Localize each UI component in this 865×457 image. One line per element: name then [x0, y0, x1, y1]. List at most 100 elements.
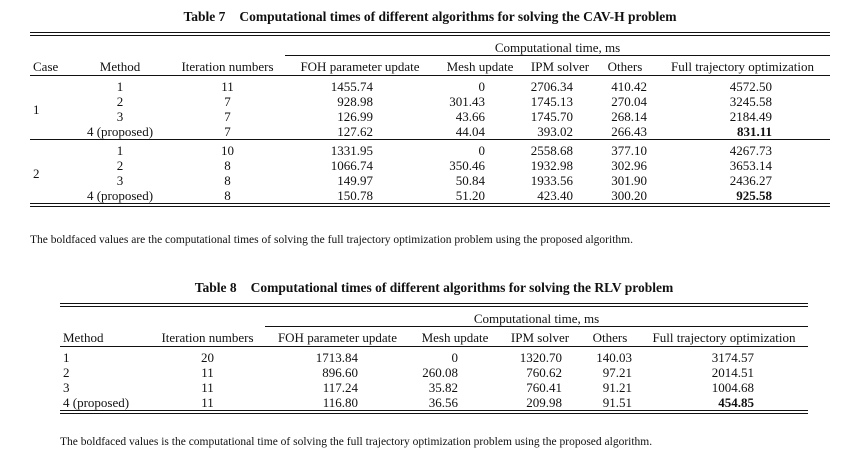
table-cell: 1: [116, 79, 124, 94]
table-cell: 11: [201, 365, 214, 380]
table-cell: 1745.13: [530, 94, 573, 109]
table-cell: 1: [70, 139, 170, 158]
table-cell: 377.10: [595, 139, 655, 158]
group-header: Computational time, ms: [265, 305, 809, 327]
table-8-number: Table 8: [194, 280, 237, 295]
table-cell: 4 (proposed): [86, 188, 154, 203]
table-cell: 2: [116, 158, 124, 173]
table-row: 3 11 117.24 35.82 760.41 91.21 1004.68: [60, 380, 808, 395]
table-cell: 393.02: [537, 124, 573, 139]
table-cell: 8: [224, 173, 231, 188]
table-cell: 4 (proposed): [86, 124, 154, 139]
table-row: 1 20 1713.84 0 1320.70 140.03 3174.57: [60, 347, 808, 366]
table-cell: 20: [201, 350, 214, 365]
table-7-number: Table 7: [183, 9, 226, 24]
column-header: Full trajectory optimization: [640, 326, 809, 347]
table-row: 2 11 896.60 260.08 760.62 97.21 2014.51: [60, 365, 808, 380]
table-cell: 2184.49: [729, 109, 773, 124]
table-cell: 928.98: [337, 94, 373, 109]
column-header: Others: [595, 55, 655, 76]
table-row: 3 8 149.97 50.84 1933.56 301.90 2436.27: [30, 173, 830, 188]
table-8-caption: Table 8 Computational times of different …: [60, 279, 808, 297]
table-8-title: Computational times of different algorit…: [250, 280, 674, 295]
table-cell: 11: [221, 79, 234, 94]
table-cell: 1331.95: [285, 139, 435, 158]
table-cell: 209.98: [526, 395, 562, 410]
table-cell: 2: [63, 365, 70, 380]
table-cell: 43.66: [455, 109, 485, 124]
column-header: IPM solver: [525, 55, 595, 76]
table-cell: 925.58: [736, 188, 773, 203]
table-cell: 126.99: [337, 109, 373, 124]
table-cell: 3: [116, 109, 124, 124]
group-header: Computational time, ms: [285, 34, 831, 56]
table-cell: 2706.34: [530, 79, 573, 94]
table-cell: 3245.58: [729, 94, 773, 109]
table-row: 4 (proposed) 11 116.80 36.56 209.98 91.51 454.…: [60, 395, 808, 412]
table-cell: 11: [201, 395, 214, 410]
table-cell: 36.56: [428, 395, 458, 410]
table-cell: 7: [224, 94, 231, 109]
table-cell: 3653.14: [729, 158, 773, 173]
table-cell: 1004.68: [711, 380, 755, 395]
table-cell: 117.24: [322, 380, 358, 395]
table-7: Table 7 Computational times of different …: [30, 8, 831, 207]
column-header: Iteration numbers: [150, 326, 265, 347]
table-cell: 260.08: [422, 365, 458, 380]
table-cell: 44.04: [455, 124, 485, 139]
table-cell: 1: [63, 350, 70, 365]
table-cell: 150.78: [337, 188, 373, 203]
table-cell: 8: [224, 188, 231, 203]
table-cell: 1713.84: [315, 350, 358, 365]
table-cell: 410.42: [611, 79, 647, 94]
table-cell: 91.21: [602, 380, 632, 395]
table-cell: 10: [170, 139, 285, 158]
table-row: 4 (proposed) 7 127.62 44.04 393.02 266.43 831.…: [30, 124, 830, 140]
column-header: Iteration numbers: [170, 55, 285, 76]
table-cell: 3: [63, 380, 70, 395]
table-cell: 8: [224, 158, 231, 173]
table-8-note: The boldfaced values is the computationa…: [60, 436, 653, 448]
table-cell: 7: [224, 109, 231, 124]
table-cell: 302.96: [611, 158, 647, 173]
table-cell: 149.97: [337, 173, 373, 188]
column-header: Mesh update: [410, 326, 500, 347]
column-header: FOH parameter update: [265, 326, 410, 347]
table-cell: 4572.50: [729, 79, 773, 94]
table-cell: 7: [224, 124, 231, 139]
table-cell: 0: [435, 139, 525, 158]
table-cell: 1932.98: [530, 158, 573, 173]
table-cell: 1455.74: [330, 79, 373, 94]
table-cell: 3174.57: [711, 350, 755, 365]
column-header: Method: [60, 326, 150, 347]
table-cell: 0: [451, 350, 459, 365]
table-cell: 2014.51: [711, 365, 755, 380]
column-header: Others: [580, 326, 640, 347]
table-cell: 91.51: [602, 395, 632, 410]
column-header: Mesh update: [435, 55, 525, 76]
table-cell: 301.43: [449, 94, 485, 109]
table-cell: 760.62: [526, 365, 562, 380]
table-cell: 831.11: [737, 124, 773, 139]
table-7-caption: Table 7 Computational times of different …: [30, 8, 830, 26]
table-cell: 1745.70: [530, 109, 573, 124]
table-cell: 51.20: [455, 188, 485, 203]
table-cell: 350.46: [449, 158, 485, 173]
table-row: 2 8 1066.74 350.46 1932.98 302.96 3653.14: [30, 158, 830, 173]
table-cell: 2558.68: [525, 139, 595, 158]
table-cell: 4267.73: [655, 139, 831, 158]
case-cell: 1: [33, 101, 40, 117]
table-cell: 1320.70: [519, 350, 562, 365]
table-cell: 3: [116, 173, 124, 188]
case-cell: 2: [30, 139, 70, 205]
table-cell: 423.40: [537, 188, 573, 203]
table-7-title: Computational times of different algorit…: [239, 9, 677, 24]
table-cell: 2: [116, 94, 124, 109]
table-row: 2 7 928.98 301.43 1745.13 270.04 3245.58: [30, 94, 830, 109]
table-cell: 11: [201, 380, 214, 395]
column-header: IPM solver: [500, 326, 580, 347]
table-cell: 1933.56: [530, 173, 573, 188]
column-header: Case: [30, 55, 70, 76]
table-row: 3 7 126.99 43.66 1745.70 268.14 2184.49: [30, 109, 830, 124]
table-cell: 35.82: [428, 380, 458, 395]
